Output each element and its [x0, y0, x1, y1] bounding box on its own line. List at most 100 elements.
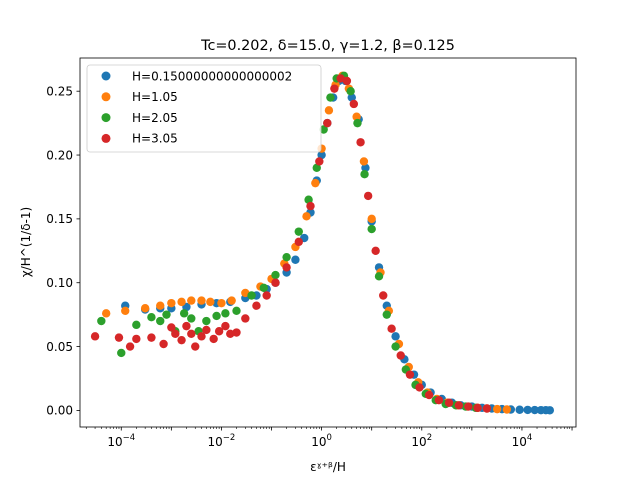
data-point — [347, 93, 356, 102]
legend-box — [86, 64, 322, 153]
data-point — [396, 351, 405, 360]
data-point — [101, 309, 111, 318]
data-point — [221, 321, 230, 331]
data-point — [259, 283, 268, 293]
data-point — [282, 252, 291, 262]
data-point — [382, 310, 391, 319]
data-point — [492, 404, 502, 414]
y-tick-label: 0.15 — [46, 212, 73, 226]
data-point — [187, 296, 196, 305]
data-point — [323, 118, 332, 128]
data-point — [424, 390, 434, 400]
chart-title: Tc=0.202, δ=15.0, γ=1.2, β=0.125 — [200, 38, 455, 54]
x-tick-label: 102 — [411, 433, 432, 449]
data-point — [187, 329, 196, 338]
data-point — [227, 296, 236, 305]
data-point — [444, 398, 454, 407]
x-tick-label: 10−4 — [107, 433, 135, 449]
legend: H=0.15000000000000002 H=1.05 H=2.05 H=3.05 — [86, 64, 322, 153]
data-point — [177, 335, 186, 345]
data-point — [156, 316, 165, 326]
x-tick-label: 104 — [512, 433, 533, 449]
data-point — [179, 309, 189, 318]
data-point — [349, 99, 359, 109]
y-tick-label: 0.00 — [46, 404, 73, 418]
data-point — [147, 312, 156, 322]
data-point — [294, 227, 303, 236]
data-point — [374, 272, 384, 281]
data-point — [177, 297, 186, 307]
data-point — [262, 291, 271, 300]
data-point — [545, 406, 555, 415]
data-point — [282, 263, 291, 272]
y-tick-label: 0.10 — [46, 276, 73, 290]
data-point — [359, 157, 369, 166]
data-point — [312, 163, 321, 173]
data-point — [159, 339, 168, 349]
y-tick-label: 0.05 — [46, 340, 73, 354]
data-point — [317, 150, 326, 160]
data-point — [324, 106, 334, 115]
data-point — [346, 87, 355, 96]
data-point — [405, 370, 415, 379]
data-point — [367, 214, 376, 224]
data-point — [147, 333, 156, 342]
data-point — [360, 169, 369, 179]
data-point — [197, 332, 206, 341]
data-point — [182, 321, 191, 331]
data-point — [140, 304, 150, 313]
data-point — [117, 348, 126, 358]
data-point — [291, 255, 300, 264]
data-point — [121, 306, 130, 316]
data-point — [232, 306, 241, 316]
data-point — [391, 332, 400, 341]
data-point — [387, 324, 396, 333]
data-point — [132, 334, 141, 344]
data-point — [97, 316, 106, 326]
data-point — [171, 329, 180, 338]
data-point — [206, 297, 215, 307]
x-axis-ticks: 10−4 10−2 100 102 104 — [85, 427, 573, 449]
data-point — [167, 298, 176, 308]
data-point — [434, 395, 444, 405]
y-tick-label: 0.20 — [46, 148, 73, 162]
legend-label: H=1.05 — [132, 90, 178, 104]
x-tick-label: 10−2 — [208, 433, 236, 449]
data-point — [473, 403, 482, 413]
data-point — [361, 163, 370, 173]
legend-marker — [101, 71, 111, 81]
data-point — [330, 84, 339, 93]
data-point — [191, 342, 200, 351]
data-point — [356, 138, 365, 147]
data-point — [353, 118, 362, 128]
data-point — [271, 278, 280, 287]
data-point — [217, 298, 226, 308]
x-axis-label: εˠ⁺ᵝ/H — [310, 460, 346, 474]
data-point — [302, 212, 311, 221]
data-point — [326, 93, 335, 102]
data-point — [197, 296, 206, 305]
data-point — [125, 342, 135, 351]
data-point — [221, 309, 230, 318]
x-tick-label: 100 — [311, 433, 332, 449]
data-point — [90, 332, 100, 341]
data-point — [202, 316, 211, 326]
data-point — [202, 325, 211, 335]
data-point — [212, 311, 221, 321]
legend-marker — [101, 113, 111, 123]
data-point — [391, 342, 400, 351]
y-axis-label: χ/H^(1/δ-1) — [19, 207, 33, 277]
data-point — [464, 402, 473, 411]
data-point — [482, 404, 492, 413]
data-point — [132, 320, 141, 330]
legend-marker — [101, 92, 111, 102]
plot-frame — [79, 57, 577, 428]
data-point — [252, 301, 261, 310]
data-point — [415, 383, 424, 392]
data-point — [363, 191, 373, 201]
data-point — [241, 314, 250, 323]
data-point — [209, 334, 218, 344]
data-point — [306, 201, 315, 211]
data-point — [156, 301, 165, 310]
